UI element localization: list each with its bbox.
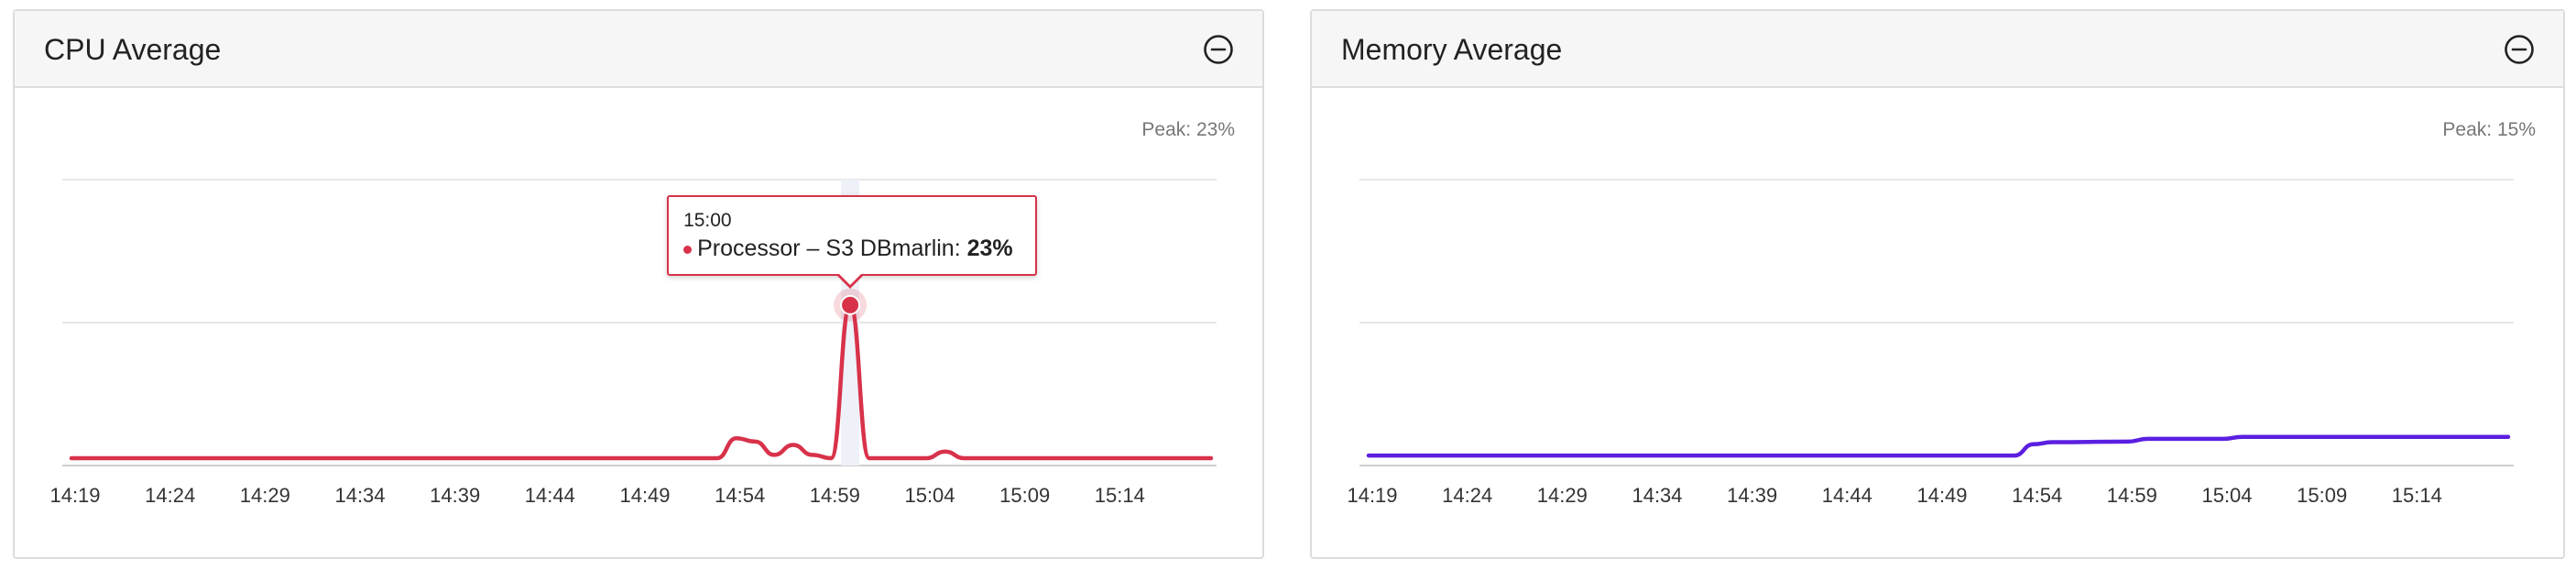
tooltip-series-line: Processor – S3 DBmarlin: 23% [683, 236, 1021, 262]
x-tick-label: 14:44 [1822, 484, 1872, 507]
x-tick-label: 15:04 [904, 484, 955, 507]
panel-header: CPU Average [15, 11, 1262, 88]
x-tick-label: 14:39 [1727, 484, 1777, 507]
series-line [69, 302, 1214, 461]
x-tick-label: 15:14 [1095, 484, 1145, 507]
x-tick-label: 14:49 [619, 484, 670, 507]
x-tick-label: 14:44 [525, 484, 575, 507]
x-tick-label: 14:39 [430, 484, 480, 507]
tooltip-arrow-fill [839, 273, 862, 285]
tooltip-time: 15:00 [683, 209, 732, 231]
panel-title: Memory Average [1341, 33, 1563, 66]
x-tick-label: 14:19 [49, 484, 100, 507]
panel-header: Memory Average [1312, 11, 2563, 88]
minus-circle-icon[interactable] [2503, 33, 2536, 66]
x-tick-label: 14:49 [1916, 484, 1967, 507]
highlight-point[interactable] [840, 294, 861, 315]
data-tooltip: 15:00 Processor – S3 DBmarlin: 23% [667, 194, 1038, 289]
cpu-average-panel: CPU Average Peak: 23% 14:19 14:24 14:29 14:… [13, 9, 1264, 559]
memory-average-panel: Memory Average Peak: 15% 14:19 14:24 14:29… [1310, 9, 2565, 559]
series-dot-icon [683, 245, 693, 254]
series-line [1366, 434, 2511, 458]
peak-label: Peak: 15% [2442, 119, 2536, 140]
x-tick-label: 14:34 [1632, 484, 1682, 507]
x-tick-label: 14:59 [810, 484, 860, 507]
x-tick-label: 14:54 [715, 484, 765, 507]
tooltip-series-name: Processor – S3 DBmarlin [697, 235, 955, 261]
x-tick-label: 14:19 [1347, 484, 1397, 507]
x-tick-label: 14:34 [334, 484, 385, 507]
tooltip-value: 23% [966, 235, 1013, 261]
x-tick-label: 14:29 [1537, 484, 1588, 507]
x-tick-label: 14:24 [145, 484, 195, 507]
x-tick-label: 14:59 [2107, 484, 2157, 507]
x-tick-label: 15:14 [2392, 484, 2442, 507]
x-tick-label: 15:09 [2297, 484, 2347, 507]
minus-circle-icon[interactable] [1202, 33, 1235, 66]
x-tick-label: 14:24 [1442, 484, 1492, 507]
x-tick-label: 14:29 [240, 484, 290, 507]
x-tick-label: 14:54 [2012, 484, 2062, 507]
peak-label: Peak: 23% [1141, 119, 1235, 140]
panel-title: CPU Average [44, 33, 222, 66]
cpu-line-chart[interactable]: 14:19 14:24 14:29 14:34 14:39 14:44 14:49 14:54… [15, 11, 1262, 557]
memory-line-chart[interactable]: 14:19 14:24 14:29 14:34 14:39 14:44 14:49 14:54… [1312, 11, 2563, 557]
x-tick-label: 15:09 [999, 484, 1050, 507]
x-tick-label: 15:04 [2201, 484, 2252, 507]
